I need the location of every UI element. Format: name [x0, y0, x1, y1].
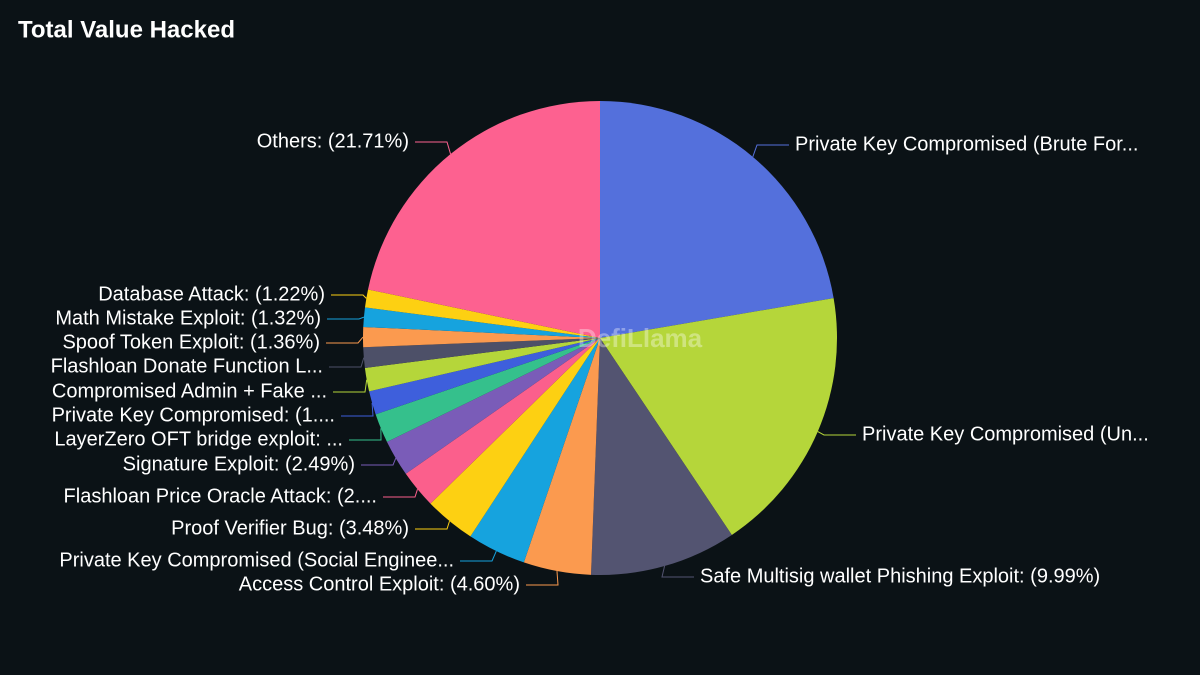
pie-slice — [364, 338, 600, 392]
leader-line — [326, 336, 364, 344]
pie-slice — [363, 338, 600, 368]
pie-slice — [369, 338, 600, 415]
slice-label: Private Key Compromised (Un... — [862, 423, 1149, 445]
slice-label: LayerZero OFT bridge exploit: ... — [54, 428, 343, 450]
pie-slice — [430, 338, 600, 537]
leader-line — [415, 141, 452, 155]
leader-line — [415, 520, 451, 530]
leader-line — [361, 458, 397, 466]
pie-slice — [405, 338, 600, 504]
leader-line — [329, 357, 365, 368]
slice-label: Private Key Compromised (Social Enginee.… — [59, 549, 454, 571]
slice-label: Safe Multisig wallet Phishing Exploit: (… — [700, 565, 1100, 587]
leader-line — [661, 565, 694, 578]
slice-label: Flashloan Donate Function L... — [51, 355, 323, 377]
watermark: DefiLlama — [578, 323, 703, 353]
leader-line — [341, 402, 374, 417]
leader-line — [349, 428, 382, 441]
slice-label: Spoof Token Exploit: (1.36%) — [62, 331, 320, 353]
leader-line — [327, 316, 365, 320]
slice-label: Private Key Compromised (Brute For... — [795, 133, 1138, 155]
pie-slice — [523, 338, 600, 575]
pie-slice — [386, 338, 600, 474]
slice-label: Flashloan Price Oracle Attack: (2.... — [64, 485, 377, 507]
slice-label: Proof Verifier Bug: (3.48%) — [171, 517, 409, 539]
leader-line — [752, 144, 789, 158]
slice-label: Private Key Compromised: (1.... — [52, 404, 335, 426]
leader-line — [331, 294, 367, 299]
leader-line — [817, 431, 856, 436]
pie-slice — [375, 338, 600, 442]
pie-slice — [600, 298, 837, 535]
pie-slice — [364, 289, 600, 338]
slice-label: Compromised Admin + Fake ... — [52, 380, 327, 402]
slice-label: Math Mistake Exploit: (1.32%) — [55, 307, 321, 329]
pie-slice — [363, 307, 600, 338]
pie-slice — [368, 101, 600, 338]
pie-slice — [590, 338, 732, 575]
leader-line — [526, 571, 559, 586]
pie-slice — [470, 338, 600, 563]
slice-label: Database Attack: (1.22%) — [98, 283, 325, 305]
slice-label: Others: (21.71%) — [257, 130, 409, 152]
pie-slice — [362, 326, 600, 348]
slice-label: Access Control Exploit: (4.60%) — [239, 573, 520, 595]
leader-line — [460, 550, 497, 562]
pie-slice — [600, 101, 834, 338]
slice-label: Signature Exploit: (2.49%) — [123, 453, 355, 475]
leader-line — [383, 489, 418, 498]
leader-line — [333, 379, 368, 393]
chart-title: Total Value Hacked — [18, 16, 235, 43]
